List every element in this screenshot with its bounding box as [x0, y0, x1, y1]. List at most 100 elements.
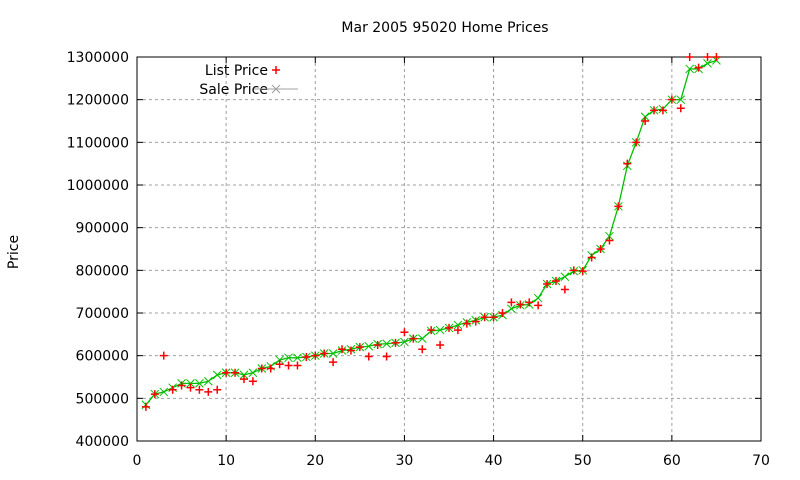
list-price-point	[195, 385, 204, 394]
sale-price-point	[533, 293, 543, 303]
sale-price-point	[293, 353, 302, 363]
sale-price-point	[195, 379, 204, 388]
sale-price-point	[212, 370, 222, 380]
grid	[137, 57, 761, 441]
list-price-point	[320, 349, 329, 358]
sale-price-point	[400, 337, 409, 347]
list-price-point	[168, 385, 177, 394]
x-tick-label: 20	[306, 453, 324, 469]
list-price-point	[266, 364, 275, 373]
list-price-point	[560, 285, 569, 294]
list-price-point	[453, 326, 462, 335]
y-tick-label: 1000000	[67, 178, 129, 194]
sale-price-point	[417, 334, 427, 343]
list-price-point	[436, 341, 445, 349]
sale-price-point	[676, 95, 686, 105]
list-price-point	[578, 267, 587, 276]
y-axis-label: Price	[6, 235, 22, 269]
sale-price-point	[239, 370, 249, 380]
list-price-point	[400, 328, 409, 337]
list-price-point	[293, 361, 302, 370]
y-tick-label: 800000	[76, 263, 129, 279]
list-price-point	[338, 345, 347, 354]
list-price-point	[676, 104, 685, 113]
y-tick-label: 1300000	[67, 50, 129, 66]
sale-price-point	[640, 112, 650, 122]
list-price-point	[632, 138, 641, 147]
y-tick-label: 1200000	[67, 93, 129, 109]
list-price-point	[703, 53, 712, 61]
list-price-point	[284, 361, 293, 370]
list-price-point	[516, 300, 525, 309]
y-tick-label: 900000	[76, 221, 129, 237]
sale-price-point	[605, 231, 614, 241]
plot-frame	[136, 56, 762, 442]
list-price-point	[694, 63, 703, 72]
list-price-point	[346, 346, 355, 355]
list-price-point	[534, 301, 543, 310]
list-price-point	[569, 266, 578, 275]
sale-price-point	[685, 64, 695, 74]
list-price-point	[275, 360, 284, 369]
list-price-point	[418, 345, 427, 354]
list-price-point	[177, 381, 186, 390]
list-price-point	[480, 313, 489, 322]
sale-price-point	[453, 320, 463, 330]
list-price-point	[658, 106, 667, 115]
list-price-point	[596, 245, 605, 253]
list-price-point	[445, 323, 453, 332]
list-price-point	[525, 298, 534, 307]
series	[141, 53, 721, 411]
sale-price-point	[507, 304, 516, 314]
x-tick-label: 0	[133, 453, 142, 469]
list-price-point	[489, 313, 498, 322]
list-price-point	[587, 253, 596, 262]
list-price-point	[222, 368, 231, 377]
x-tick-label: 40	[485, 453, 503, 469]
y-tick-label: 600000	[76, 349, 129, 365]
list-price-point	[231, 368, 240, 377]
list-price-point	[364, 352, 373, 361]
sale-price-point	[248, 368, 258, 378]
list-price-point	[204, 387, 213, 396]
y-tick-label: 500000	[76, 391, 129, 407]
legend-marker-sale-price	[271, 84, 281, 94]
list-price-point	[409, 334, 418, 343]
sale-price-point	[203, 376, 213, 386]
list-price-point	[355, 343, 364, 352]
sale-price-line	[145, 59, 717, 406]
list-price-point	[329, 358, 338, 367]
list-price-point	[605, 236, 614, 245]
sale-price-point	[328, 349, 338, 358]
sale-price-point	[560, 272, 570, 282]
x-tick-label: 50	[574, 453, 592, 469]
list-price-point	[543, 279, 552, 288]
sale-price-point	[284, 353, 293, 363]
list-price-point	[257, 364, 266, 373]
list-price-point	[382, 352, 391, 361]
y-tick-label: 400000	[76, 434, 129, 450]
list-price-point	[614, 202, 623, 211]
y-tick-label: 700000	[76, 306, 129, 322]
list-price-point	[141, 402, 150, 411]
list-price-point	[159, 351, 168, 360]
list-price-point	[150, 390, 159, 399]
list-price-point	[650, 106, 659, 115]
sale-price-point	[382, 339, 391, 349]
list-price-point	[213, 385, 222, 394]
list-price-point	[685, 53, 694, 61]
list-price-point	[623, 159, 632, 168]
list-price-point	[471, 317, 480, 326]
sale-price-point	[703, 59, 712, 68]
list-price-point	[427, 326, 436, 335]
ticks: 0 10 20 30 40 50 60 70 400000 500000 600000 700000 8…	[67, 50, 770, 469]
legend-label-sale-price: Sale Price	[199, 82, 268, 98]
x-tick-label: 70	[752, 453, 770, 469]
legend-label-list-price: List Price	[205, 63, 268, 79]
list-price-point	[712, 53, 721, 61]
list-price-point	[373, 341, 382, 349]
list-price-point	[391, 338, 400, 347]
x-tick-label: 30	[396, 453, 414, 469]
sale-price-point	[364, 341, 374, 351]
